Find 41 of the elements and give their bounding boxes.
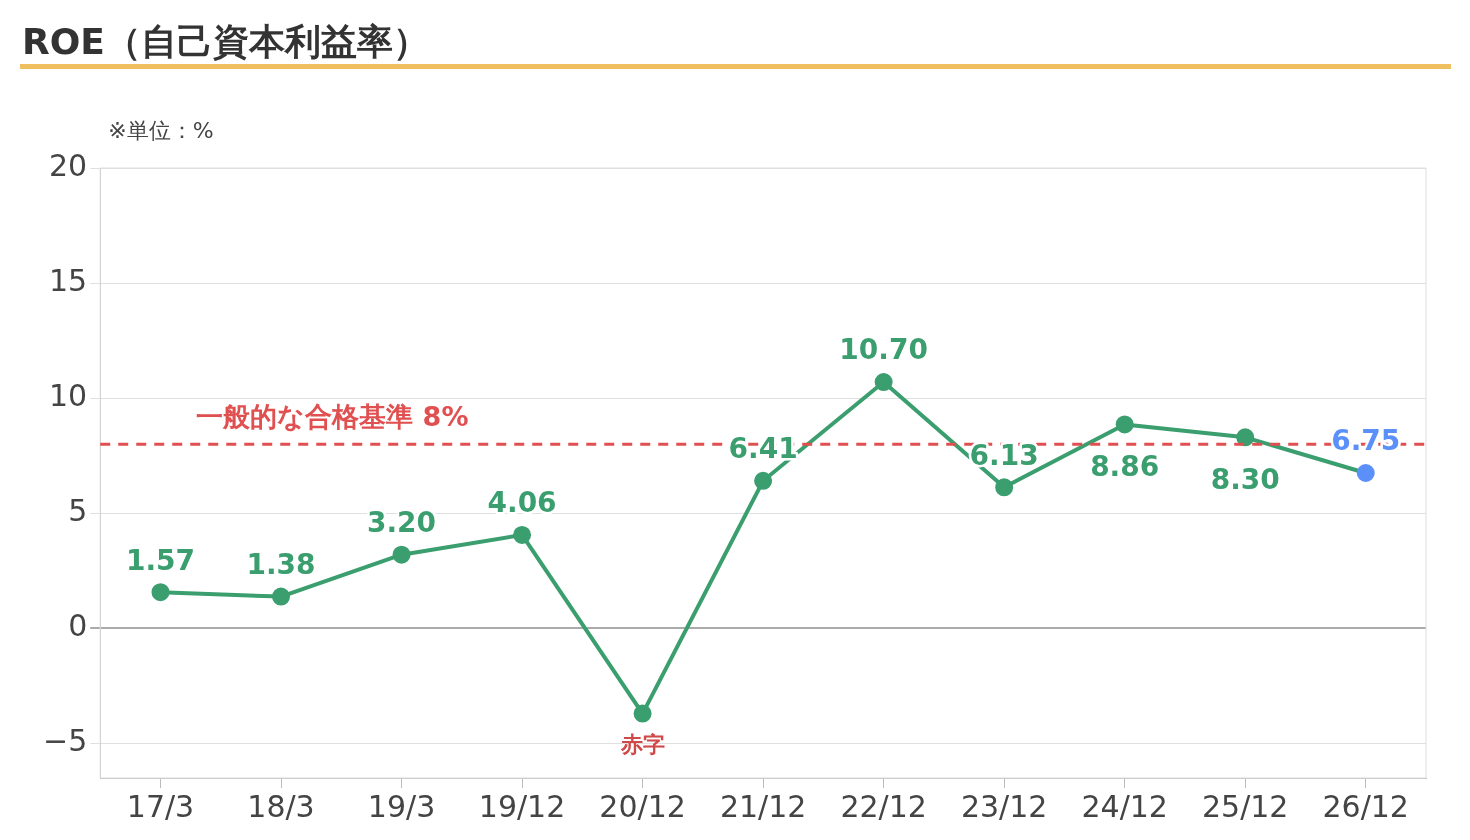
point xyxy=(633,704,652,723)
data-label: 4.06 xyxy=(487,486,557,520)
y-tick-label: 15 xyxy=(49,262,88,298)
data-label: 6.13 xyxy=(969,438,1039,472)
x-tick-label: 24/12 xyxy=(1081,788,1168,824)
x-tick-label: 21/12 xyxy=(719,788,807,824)
y-tick-label: 5 xyxy=(68,493,88,529)
x-tick-label: 20/12 xyxy=(599,788,686,824)
y-tick-label: 10 xyxy=(49,377,88,413)
data-label: 1.38 xyxy=(246,547,316,581)
x-tick-label: 19/12 xyxy=(478,788,566,824)
point xyxy=(1356,464,1375,482)
x-tick-label: 25/12 xyxy=(1201,788,1289,824)
chart-title: ROE（自己資本利益率） xyxy=(22,20,429,64)
point xyxy=(1115,415,1134,434)
y-tick-label: −5 xyxy=(42,723,88,759)
point xyxy=(874,373,893,392)
x-tick-label: 26/12 xyxy=(1322,788,1409,824)
data-label: 10.70 xyxy=(839,333,928,367)
chart-subtitle: ※単位：% xyxy=(108,118,214,143)
data-label: 6.75 xyxy=(1331,424,1401,458)
y-tick-label: 0 xyxy=(68,608,88,644)
x-tick-label: 23/12 xyxy=(960,788,1048,824)
annotation: 赤字 xyxy=(619,732,665,758)
data-label: 8.30 xyxy=(1210,462,1280,496)
x-tick-label: 18/3 xyxy=(247,788,315,824)
x-tick-label: 19/3 xyxy=(367,788,436,824)
data-label: 8.86 xyxy=(1090,449,1160,483)
point xyxy=(1236,428,1255,447)
point xyxy=(392,545,411,564)
x-tick-label: 17/3 xyxy=(126,788,195,824)
y-tick-label: 20 xyxy=(49,147,88,183)
point xyxy=(272,587,291,606)
point xyxy=(513,525,532,544)
data-label: 3.20 xyxy=(366,506,437,539)
point xyxy=(995,478,1014,497)
x-tick-label: 22/12 xyxy=(840,788,927,824)
point xyxy=(151,583,170,602)
point xyxy=(754,471,773,490)
data-label: 1.57 xyxy=(125,543,196,577)
ref-line-label: 一般的な合格基準 8% xyxy=(196,401,469,433)
